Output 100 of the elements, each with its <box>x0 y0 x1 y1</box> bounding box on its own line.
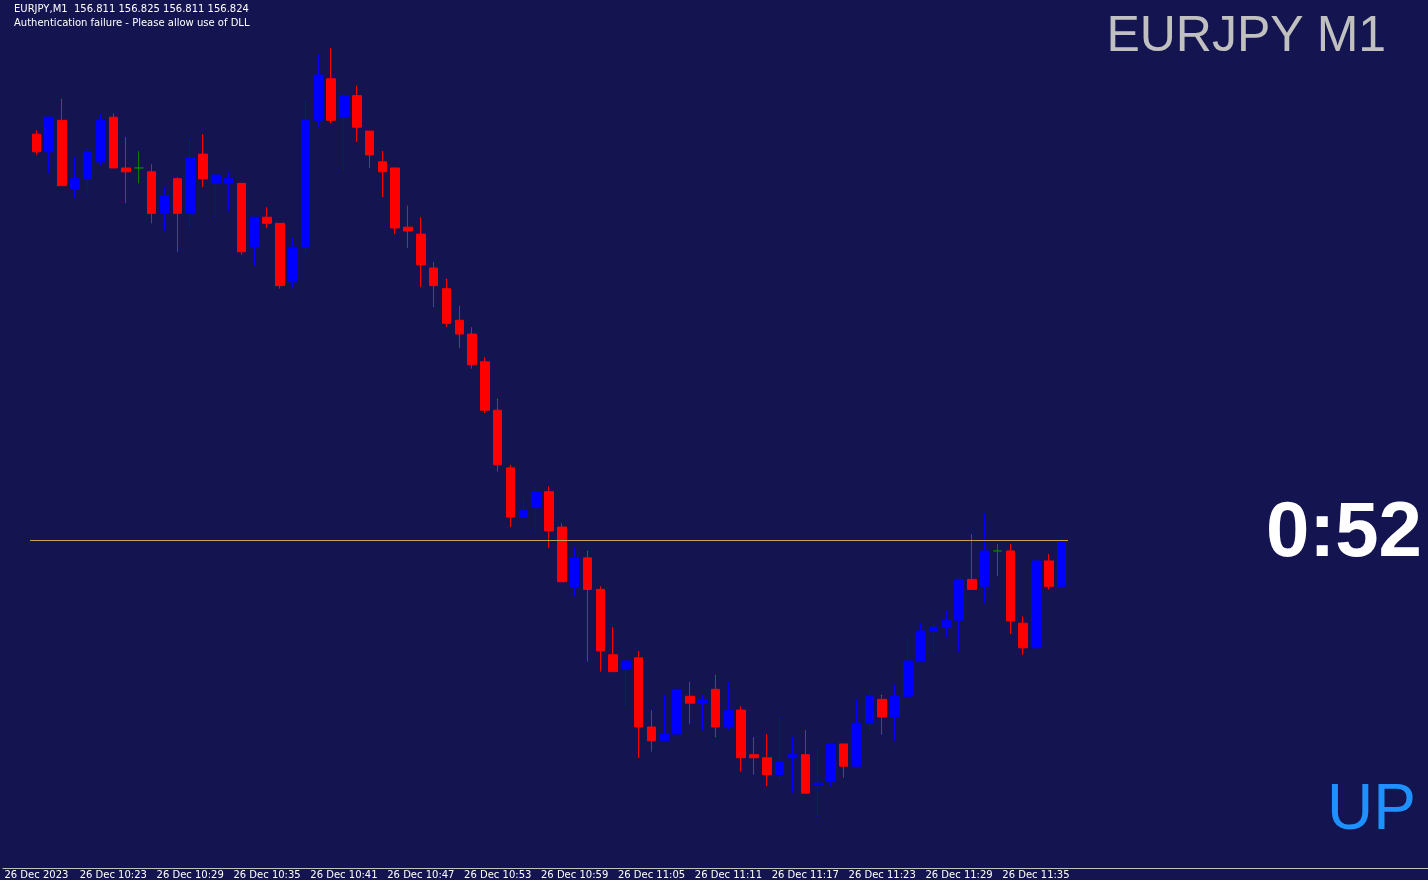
candlestick <box>44 116 54 174</box>
candlestick <box>301 98 310 256</box>
x-tick-label: 26 Dec 10:23 <box>79 868 147 880</box>
candlestick <box>339 92 349 173</box>
candlestick <box>852 698 861 767</box>
candlestick <box>672 688 682 735</box>
candlestick <box>455 305 464 349</box>
candlestick <box>993 543 1002 577</box>
candlestick <box>570 546 579 597</box>
candlestick <box>352 85 362 143</box>
candlestick <box>288 236 297 290</box>
candlestick <box>365 130 374 169</box>
x-tick-label: 26 Dec 11:11 <box>694 868 763 880</box>
candlestick <box>378 150 387 198</box>
x-tick-label: 26 Dec 10:35 <box>233 868 301 880</box>
candlestick <box>647 709 656 753</box>
x-tick-label: 26 Dec 11:17 <box>771 868 839 880</box>
candlestick <box>1006 543 1015 635</box>
candlestick <box>660 694 669 742</box>
candlestick <box>788 736 797 794</box>
x-tick-label: 26 Dec 11:23 <box>848 868 916 880</box>
candlestick <box>275 222 285 290</box>
x-tick-label: 26 Dec 10:47 <box>387 868 455 880</box>
candlestick <box>96 112 105 167</box>
candlestick <box>480 356 490 414</box>
candlestick <box>954 578 964 653</box>
x-tick-label: 26 Dec 11:35 <box>1002 868 1070 880</box>
candlestick <box>557 522 567 583</box>
x-tick-label: 26 Dec 10:41 <box>310 868 378 880</box>
candlestick <box>160 186 169 232</box>
candlestick <box>621 660 631 708</box>
candlestick <box>544 485 554 549</box>
candlestick <box>121 136 131 204</box>
candlestick <box>736 705 746 773</box>
x-tick-label: 26 Dec 2023 <box>4 868 69 880</box>
candlestick <box>1018 615 1028 656</box>
x-tick-label: 26 Dec 10:53 <box>464 868 532 880</box>
candlestick <box>877 694 887 736</box>
candlestick <box>813 747 823 818</box>
candlestick <box>929 622 938 656</box>
candlestick <box>698 694 708 731</box>
candlestick <box>416 216 426 288</box>
text: UP <box>1327 771 1416 843</box>
candlestick <box>185 136 195 229</box>
candlestick <box>596 585 605 673</box>
candlestick <box>634 650 643 759</box>
candlestick <box>1031 560 1041 649</box>
x-tick-label: 26 Dec 10:59 <box>541 868 609 880</box>
candlestick <box>237 182 246 256</box>
x-tick-label: 26 Dec 11:05 <box>617 868 686 880</box>
candlestick <box>70 156 80 200</box>
candlestick <box>493 398 502 473</box>
candlestick <box>32 129 41 156</box>
candlestick <box>749 736 759 776</box>
candlestick <box>403 205 413 249</box>
candlestick <box>224 171 233 212</box>
x-tick-label: 26 Dec 11:29 <box>925 868 993 880</box>
candlestick <box>711 674 720 738</box>
candlestick <box>826 743 836 787</box>
candlestick <box>685 681 695 725</box>
candlestick <box>775 715 784 783</box>
candlestick <box>531 485 541 535</box>
candlestick <box>250 216 259 267</box>
candlestick <box>57 98 67 187</box>
candlestick <box>429 261 438 308</box>
x-tick-label: 26 Dec 10:29 <box>156 868 224 880</box>
candlestick <box>173 176 182 253</box>
candlestick <box>147 163 156 224</box>
candlestick <box>762 733 772 787</box>
candlestick <box>608 626 618 673</box>
candlestick <box>801 729 810 794</box>
candlestick <box>134 150 144 184</box>
text: 0:52 <box>1265 485 1423 573</box>
candlestick <box>326 47 336 124</box>
candlestick <box>980 512 989 604</box>
candlestick <box>390 167 400 235</box>
candlestick <box>506 464 515 528</box>
candlestick <box>467 326 477 370</box>
chart-subtitle: EURJPY,M1 156.811 156.825 156.811 156.824 <box>14 2 249 14</box>
candlestick <box>314 53 323 128</box>
candlestick <box>262 206 272 229</box>
candlestick <box>198 133 208 188</box>
candlestick <box>583 550 592 663</box>
candlestick <box>211 174 221 219</box>
candlestick <box>83 146 92 198</box>
candlestick <box>442 278 451 328</box>
text: EURJPY M1 <box>1106 6 1387 62</box>
candlestick <box>724 681 733 731</box>
candlestick <box>865 688 874 731</box>
candlestick <box>1057 536 1066 587</box>
candlestick <box>1044 553 1054 590</box>
candlestick <box>903 636 913 697</box>
candlestick <box>519 495 528 518</box>
candlestick <box>942 609 951 638</box>
candlestick <box>839 743 848 779</box>
candlestick <box>109 112 118 169</box>
candlestick <box>967 533 977 590</box>
candlestick <box>916 622 925 663</box>
candlestick <box>890 684 900 742</box>
text: Authentication failure - Please allow use of DLL <box>14 16 250 28</box>
